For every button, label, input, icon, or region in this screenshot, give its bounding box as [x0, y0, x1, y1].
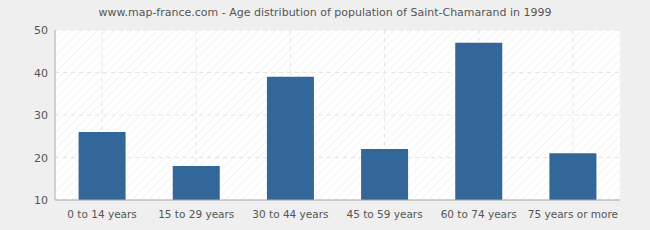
bar: [267, 77, 314, 200]
grid-line: [55, 30, 620, 31]
x-tick-label: 15 to 29 years: [158, 208, 234, 220]
bar: [455, 43, 502, 200]
y-tick-label: 10: [34, 194, 48, 207]
x-tick-label: 60 to 74 years: [441, 208, 517, 220]
background: [0, 0, 650, 230]
title: www.map-france.com - Age distribution of…: [98, 6, 551, 19]
y-tick-label: 30: [34, 109, 48, 122]
grid-line: [55, 72, 620, 73]
grid-line: [55, 157, 620, 158]
bar: [361, 149, 408, 200]
y-tick-label: 50: [34, 24, 48, 37]
chart: www.map-france.com - Age distribution of…: [0, 0, 650, 230]
x-tick-label: 45 to 59 years: [346, 208, 422, 220]
grid-line: [55, 200, 620, 201]
bar: [79, 132, 126, 200]
y-tick-label: 40: [34, 67, 48, 80]
x-tick-label: 30 to 44 years: [252, 208, 328, 220]
plot-area: [55, 30, 620, 200]
y-tick-label: 20: [34, 152, 48, 165]
x-tick-label: 0 to 14 years: [67, 208, 137, 220]
x-tick-label: 75 years or more: [528, 208, 618, 220]
bars: [79, 43, 597, 200]
bar: [549, 153, 596, 200]
grid-line: [55, 115, 620, 116]
x-axis: [55, 200, 620, 201]
bar: [173, 166, 220, 200]
y-axis: [55, 30, 56, 200]
